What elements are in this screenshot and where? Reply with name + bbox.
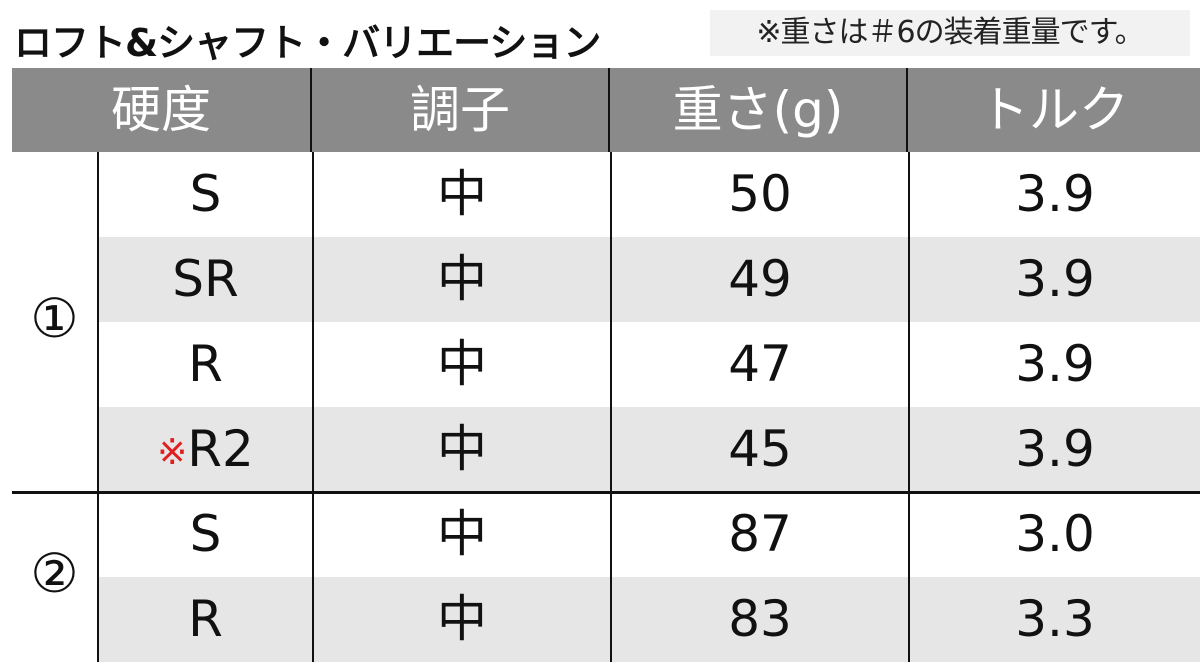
table-row: R 中 83 3.3	[97, 577, 1200, 662]
torque-cell: 3.9	[908, 237, 1200, 322]
group-label: ①	[30, 287, 79, 350]
flex-cell: R	[97, 322, 312, 407]
header-flex: 硬度	[12, 68, 312, 152]
kick-cell: 中	[312, 237, 610, 322]
flex-value: R	[188, 590, 223, 648]
weight-cell: 83	[610, 577, 908, 662]
kick-cell: 中	[312, 407, 610, 492]
table-row: SR 中 49 3.9	[97, 237, 1200, 322]
table-header: 硬度 調子 重さ(g) トルク	[12, 68, 1200, 152]
flex-value: R	[188, 335, 223, 393]
weight-cell: 47	[610, 322, 908, 407]
table-row: ※R2 中 45 3.9	[97, 407, 1200, 492]
torque-cell: 3.9	[908, 152, 1200, 237]
table-row: S 中 50 3.9	[97, 152, 1200, 237]
group-divider	[12, 491, 1200, 494]
header-kick: 調子	[312, 68, 610, 152]
weight-note: ※重さは＃6の装着重量です。	[710, 10, 1190, 56]
group-label: ②	[30, 542, 79, 605]
flex-cell: SR	[97, 237, 312, 322]
weight-cell: 45	[610, 407, 908, 492]
torque-cell: 3.3	[908, 577, 1200, 662]
flex-cell: S	[97, 152, 312, 237]
flex-cell: S	[97, 492, 312, 577]
header-torque: トルク	[979, 81, 1129, 139]
table-row: S 中 87 3.0	[97, 492, 1200, 577]
weight-cell: 87	[610, 492, 908, 577]
kick-cell: 中	[312, 492, 610, 577]
torque-cell: 3.9	[908, 407, 1200, 492]
flex-value: S	[189, 505, 222, 563]
flex-cell: ※R2	[97, 407, 312, 492]
flex-value: SR	[172, 250, 239, 308]
note-mark: ※	[157, 432, 188, 473]
weight-cell: 49	[610, 237, 908, 322]
flex-value: S	[189, 165, 222, 223]
flex-cell: R	[97, 577, 312, 662]
torque-cell: 3.9	[908, 322, 1200, 407]
flex-value: R2	[187, 420, 254, 478]
page-title: ロフト&シャフト・バリエーション	[14, 21, 601, 65]
table-row: R 中 47 3.9	[97, 322, 1200, 407]
torque-cell: 3.0	[908, 492, 1200, 577]
header-weight: 重さ(g)	[610, 68, 908, 152]
kick-cell: 中	[312, 322, 610, 407]
kick-cell: 中	[312, 577, 610, 662]
weight-cell: 50	[610, 152, 908, 237]
kick-cell: 中	[312, 152, 610, 237]
